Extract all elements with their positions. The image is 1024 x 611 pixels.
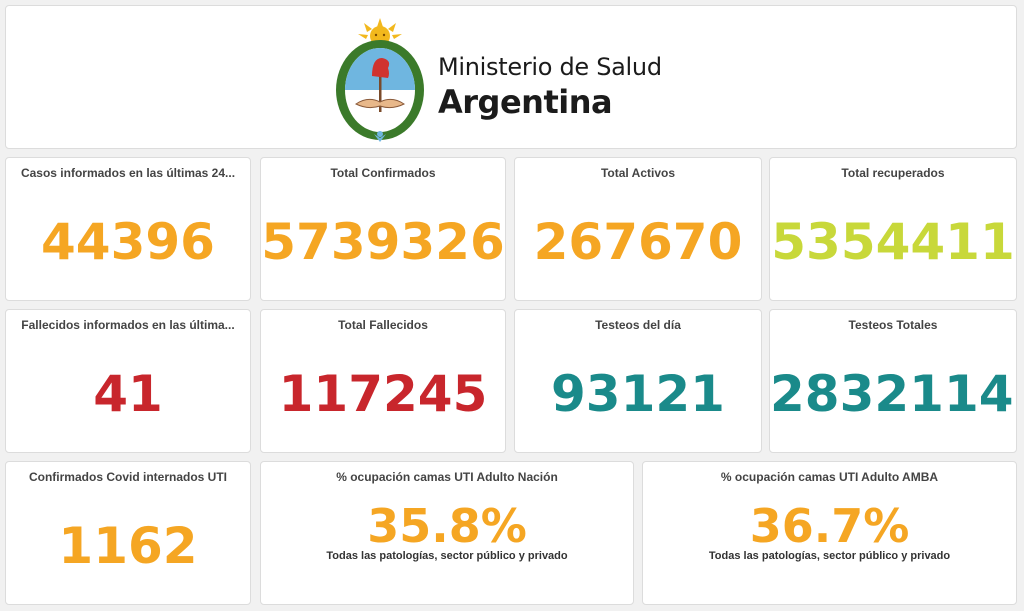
header-banner: Ministerio de Salud Argentina <box>5 5 1017 149</box>
stat-card-testeos-dia: Testeos del día 93121 <box>514 309 762 453</box>
stat-card-casos-24h: Casos informados en las últimas 24... 44… <box>5 157 251 301</box>
stat-subtitle: Todas las patologías, sector público y p… <box>326 550 568 562</box>
stat-value: 41 <box>93 365 163 423</box>
stat-card-internados-uti: Confirmados Covid internados UTI 1162 <box>5 461 251 605</box>
stat-card-ocupacion-nacion: % ocupación camas UTI Adulto Nación 35.8… <box>260 461 634 605</box>
stat-card-total-fallecidos: Total Fallecidos 117245 <box>260 309 506 453</box>
stat-title: Testeos del día <box>595 318 681 332</box>
stat-value: 35.8% <box>367 499 527 553</box>
stat-value: 117245 <box>278 365 488 423</box>
stat-title: Total Confirmados <box>330 166 436 180</box>
stat-card-fallecidos-24h: Fallecidos informados en las última... 4… <box>5 309 251 453</box>
ministry-brand: Ministerio de Salud Argentina <box>438 52 662 122</box>
stat-value: 44396 <box>41 213 215 271</box>
stat-card-total-activos: Total Activos 267670 <box>514 157 762 301</box>
stat-title: Total Activos <box>600 166 675 180</box>
stat-title: % ocupación camas UTI Adulto Nación <box>336 470 558 484</box>
stat-title: Total Fallecidos <box>338 318 428 332</box>
stat-title: Casos informados en las últimas 24... <box>20 166 236 180</box>
brand-line-ministerio: Ministerio de Salud <box>438 53 662 81</box>
stat-value: 36.7% <box>749 499 910 553</box>
stat-card-ocupacion-amba: % ocupación camas UTI Adulto AMBA 36.7% … <box>642 461 1017 605</box>
stat-title: Fallecidos informados en las última... <box>21 318 235 332</box>
stat-title: Total recuperados <box>841 166 945 180</box>
stat-value: 5354411 <box>771 213 1015 271</box>
stat-subtitle: Todas las patologías, sector público y p… <box>708 550 951 562</box>
stat-value: 5739326 <box>261 213 505 271</box>
stat-value: 93121 <box>551 365 725 423</box>
stat-title: Confirmados Covid internados UTI <box>28 470 227 484</box>
stat-value: 267670 <box>533 213 743 271</box>
brand-line-argentina: Argentina <box>438 83 613 121</box>
stat-value: 28321149 <box>770 365 1016 423</box>
stat-card-total-recuperados: Total recuperados 5354411 <box>769 157 1017 301</box>
stat-card-testeos-totales: Testeos Totales 28321149 <box>769 309 1017 453</box>
stat-title: Testeos Totales <box>848 318 938 332</box>
stat-title: % ocupación camas UTI Adulto AMBA <box>720 470 939 484</box>
stat-card-total-confirmados: Total Confirmados 5739326 <box>260 157 506 301</box>
argentina-coat-of-arms-icon <box>334 18 426 146</box>
stat-value: 1162 <box>58 517 198 575</box>
